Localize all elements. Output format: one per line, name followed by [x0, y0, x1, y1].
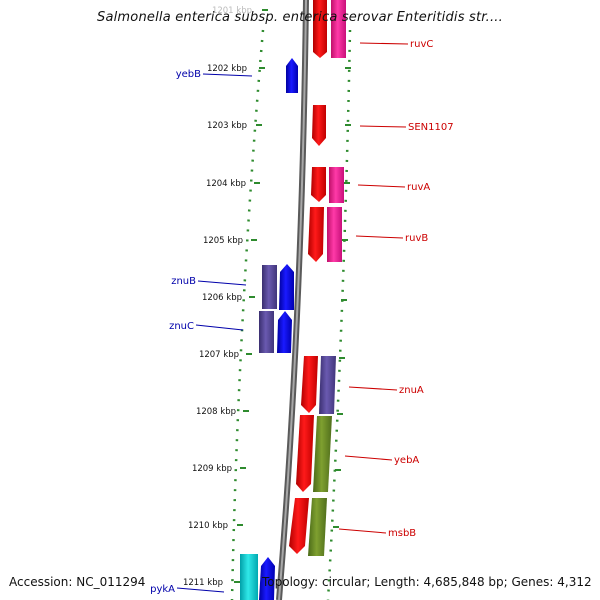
gene-label-ruvC: ruvC — [410, 39, 433, 50]
left-gene-labels: yebB znuB znuC pykA — [150, 69, 201, 595]
genome-stats-text: Topology: circular; Length: 4,685,848 bp… — [262, 575, 592, 589]
gene-label-pykA: pykA — [150, 584, 175, 595]
backbone-inner — [278, 0, 307, 600]
leader-line — [176, 587, 225, 593]
accession-text: Accession: NC_011294 — [9, 575, 146, 589]
right-tick-ring — [326, 29, 352, 600]
gene-label-znuC: znuC — [169, 321, 194, 332]
leader-line — [338, 528, 387, 534]
olive-feature — [313, 416, 332, 492]
forward-features — [259, 58, 298, 600]
magenta-feature — [331, 0, 346, 58]
gene-znuA-feature — [301, 356, 318, 413]
gene-label-znuA: znuA — [399, 385, 424, 396]
tick-marks — [234, 9, 351, 583]
gene-label-msbB: msbB — [388, 528, 416, 539]
tick-labels: 1201 kbp 1202 kbp 1203 kbp 1204 kbp 1205… — [183, 6, 252, 588]
leader-lines — [176, 42, 409, 593]
leader-line — [197, 280, 247, 286]
gene-SEN1107-feature — [312, 105, 326, 146]
right-ring-features — [308, 0, 346, 556]
tick-label: 1206 kbp — [202, 293, 242, 303]
gene-znuC-feature — [277, 311, 292, 353]
magenta-feature — [327, 207, 342, 262]
slate-feature — [262, 265, 277, 309]
olive-feature — [308, 498, 327, 556]
leader-line — [359, 42, 409, 45]
leader-line — [202, 73, 253, 77]
genome-title: Salmonella enterica subsp. enterica sero… — [97, 10, 503, 25]
gene-yebB-feature — [286, 58, 298, 93]
left-tick-ring — [230, 29, 265, 600]
tick-label: 1207 kbp — [199, 350, 239, 360]
gene-ruvA-feature — [311, 167, 326, 202]
left-slate-features — [240, 265, 277, 600]
leader-line — [344, 455, 393, 461]
gene-label-yebB: yebB — [176, 69, 201, 80]
tick-label: 1202 kbp — [207, 64, 247, 74]
gene-ruvC-feature — [313, 0, 327, 58]
gene-label-SEN1107: SEN1107 — [408, 122, 454, 133]
gene-label-yebA: yebA — [394, 455, 419, 466]
tick-label: 1201 kbp — [212, 6, 252, 16]
reverse-features — [289, 0, 327, 554]
gene-msbB-feature — [289, 498, 309, 554]
gene-yebA-feature — [296, 415, 314, 492]
tick-label: 1205 kbp — [203, 236, 243, 246]
gene-label-ruvB: ruvB — [405, 233, 428, 244]
leader-line — [357, 184, 406, 188]
leader-line — [195, 324, 244, 331]
gene-ruvB-feature — [308, 207, 324, 262]
tick-label: 1203 kbp — [207, 121, 247, 131]
tick-label: 1208 kbp — [196, 407, 236, 417]
tick-label: 1204 kbp — [206, 179, 246, 189]
tick-label: 1210 kbp — [188, 521, 228, 531]
magenta-feature — [329, 167, 344, 203]
tick-label: 1209 kbp — [192, 464, 232, 474]
tick-label: 1211 kbp — [183, 578, 223, 588]
slate-feature — [259, 311, 274, 353]
gene-znuB-feature — [279, 264, 294, 310]
right-gene-labels: ruvC SEN1107 ruvA ruvB znuA yebA msbB — [388, 39, 454, 539]
slate-feature — [319, 356, 336, 414]
leader-line — [359, 125, 407, 128]
gene-pykA-feature — [259, 557, 275, 600]
gene-label-znuB: znuB — [171, 276, 196, 287]
cyan-feature — [240, 554, 258, 600]
gene-label-ruvA: ruvA — [407, 182, 430, 193]
leader-line — [355, 235, 404, 239]
leader-line — [348, 386, 398, 391]
